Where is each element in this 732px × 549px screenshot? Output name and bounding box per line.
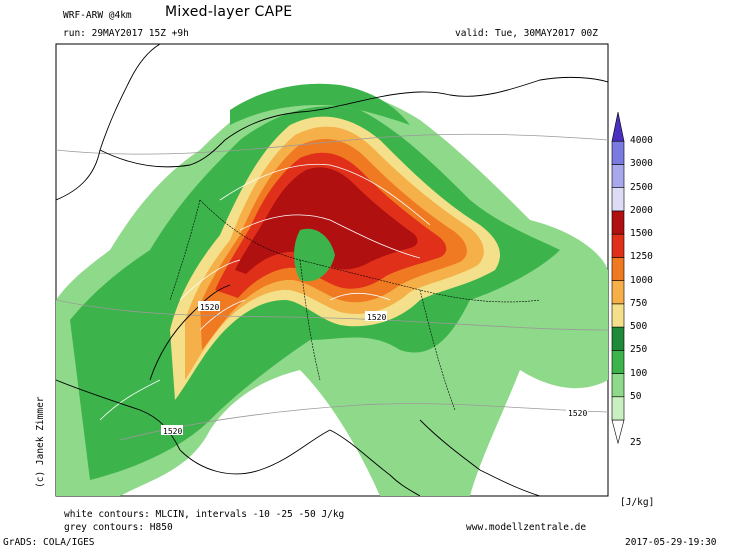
h850-contours xyxy=(56,133,608,441)
cape-shading xyxy=(56,83,608,496)
colorbar-tick-label: 4000 xyxy=(630,135,653,147)
website-credit: www.modellzentrale.de xyxy=(466,522,587,533)
mlcin-contours xyxy=(99,163,431,421)
colorbar-segment xyxy=(611,140,625,165)
colorbar-segment xyxy=(611,280,625,305)
colorbar-segment xyxy=(611,257,625,281)
colorbar-tick-label: 3000 xyxy=(630,158,653,170)
colorbar-segment xyxy=(611,326,625,351)
timestamp: 2017-05-29-19:30 xyxy=(625,537,717,548)
colorbar-segment xyxy=(611,303,625,328)
grads-credit: GrADS: COLA/IGES xyxy=(3,537,95,548)
valid-label: valid: Tue, 30MAY2017 00Z xyxy=(455,28,598,39)
country-borders xyxy=(169,199,541,411)
colorbar-segment xyxy=(611,396,625,421)
colorbar-segment xyxy=(611,419,625,445)
colorbar-tick-label: 1250 xyxy=(630,251,653,263)
colorbar-segment xyxy=(611,373,625,398)
colorbar xyxy=(611,111,625,445)
colorbar-tick-label: 250 xyxy=(630,344,648,356)
h850-label-3: 1520 xyxy=(163,427,182,436)
colorbar-tick-label: 100 xyxy=(630,367,648,379)
colorbar-tick-label: 50 xyxy=(630,390,642,402)
colorbar-tick-label: 2000 xyxy=(630,204,653,216)
model-label: WRF-ARW @4km xyxy=(63,10,132,21)
run-label: run: 29MAY2017 15Z +9h xyxy=(63,28,189,39)
colorbar-segment xyxy=(611,164,625,188)
grey-contours-legend: grey contours: H850 xyxy=(64,522,173,533)
colorbar-tick-label: 500 xyxy=(630,321,648,333)
colorbar-segment xyxy=(611,111,625,142)
h850-label-1: 1520 xyxy=(200,303,219,312)
colorbar-tick-label: 1500 xyxy=(630,228,653,240)
colorbar-tick-label: 2500 xyxy=(630,181,653,193)
h850-label-2: 1520 xyxy=(367,313,386,322)
h850-label-4: 1520 xyxy=(568,409,587,418)
colorbar-tick-label: 25 xyxy=(630,437,642,449)
colorbar-segment xyxy=(611,233,625,258)
colorbar-segment xyxy=(611,210,625,235)
colorbar-tick-label: 750 xyxy=(630,297,648,309)
map-title: Mixed-layer CAPE xyxy=(165,4,293,20)
white-contours-legend: white contours: MLCIN, intervals -10 -25… xyxy=(64,509,345,520)
colorbar-unit: [J/kg] xyxy=(620,497,655,508)
colorbar-segment xyxy=(611,350,625,374)
colorbar-tick-label: 1000 xyxy=(630,274,653,286)
colorbar-segment xyxy=(611,187,625,212)
author-credit: (c) Janek Zimmer xyxy=(35,396,46,488)
